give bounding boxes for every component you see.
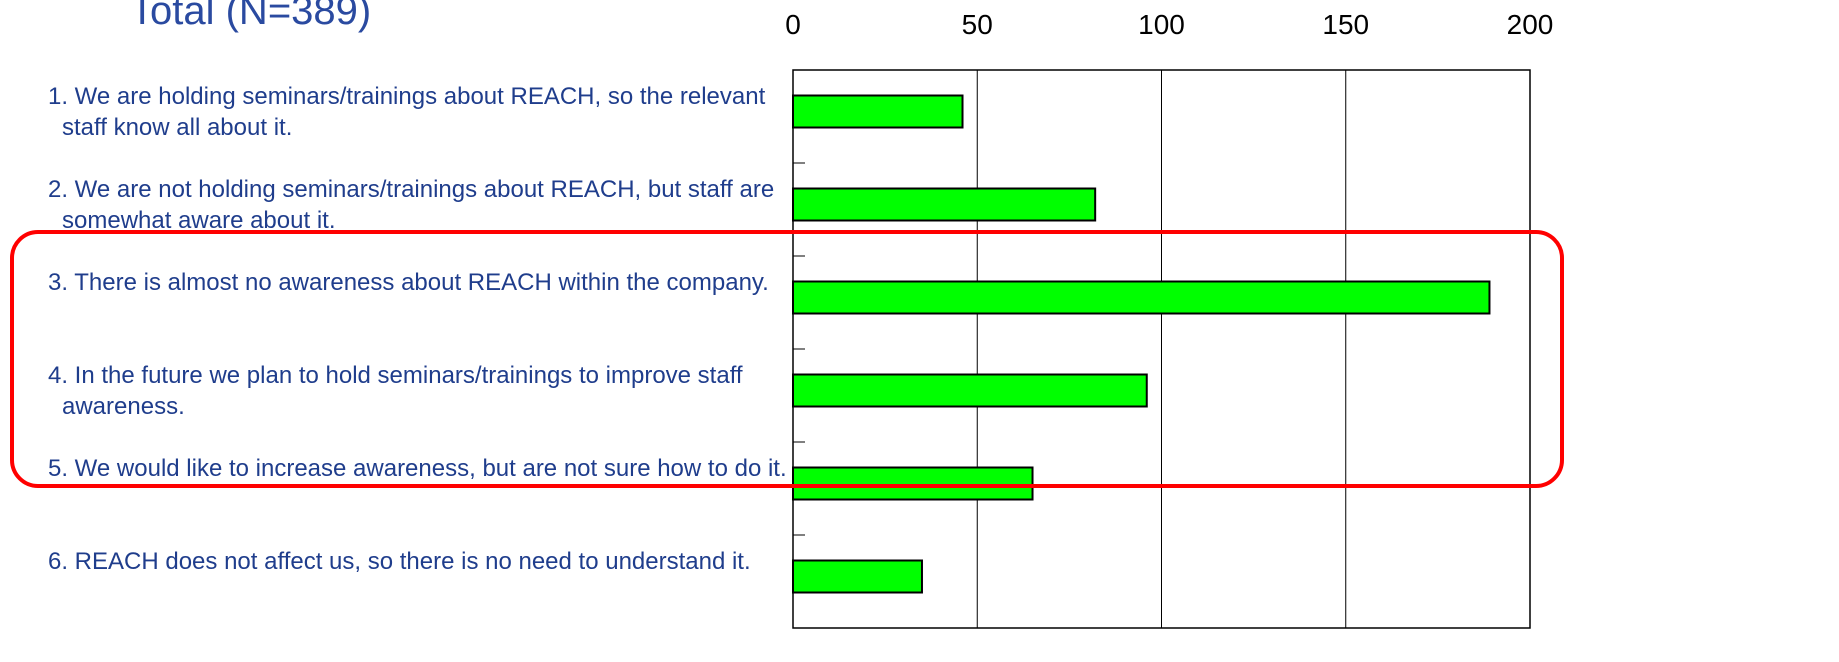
category-label: 3. There is almost no awareness about RE… <box>48 268 769 296</box>
bar <box>792 373 1148 408</box>
x-tick-label: 200 <box>1507 9 1554 40</box>
x-tick-label: 100 <box>1138 9 1185 40</box>
x-tick-label: 150 <box>1322 9 1369 40</box>
category-label: 1. We are holding seminars/trainings abo… <box>48 82 766 141</box>
category-label: 5. We would like to increase awareness, … <box>48 454 787 482</box>
bar <box>792 466 1034 501</box>
category-label: 2. We are not holding seminars/trainings… <box>48 175 775 234</box>
category-label: 6. REACH does not affect us, so there is… <box>48 547 751 575</box>
bar <box>792 559 923 594</box>
bar <box>792 94 964 129</box>
chart-title: Total (N=389) <box>130 0 371 33</box>
bar <box>792 280 1491 315</box>
highlight-box <box>10 230 1564 488</box>
x-tick-label: 0 <box>785 9 801 40</box>
category-label: 4. In the future we plan to hold seminar… <box>48 361 743 420</box>
x-tick-label: 50 <box>962 9 993 40</box>
bar <box>792 187 1097 222</box>
